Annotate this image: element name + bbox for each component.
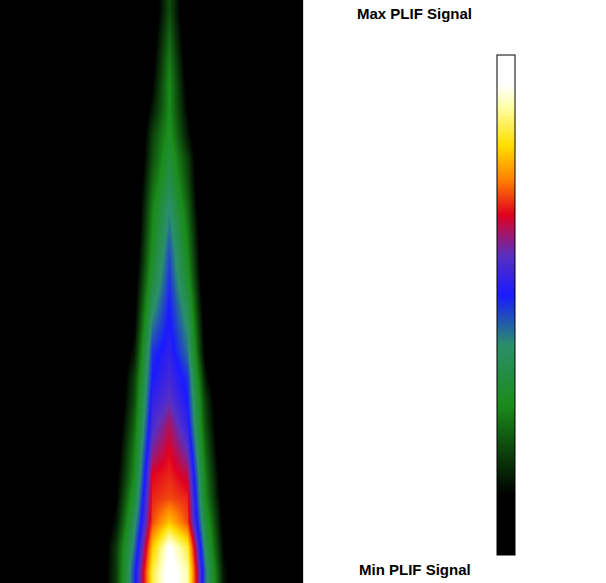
svg-text:Max PLIF Signal: Max PLIF Signal	[357, 5, 472, 22]
svg-text:Min PLIF Signal: Min PLIF Signal	[359, 561, 471, 578]
